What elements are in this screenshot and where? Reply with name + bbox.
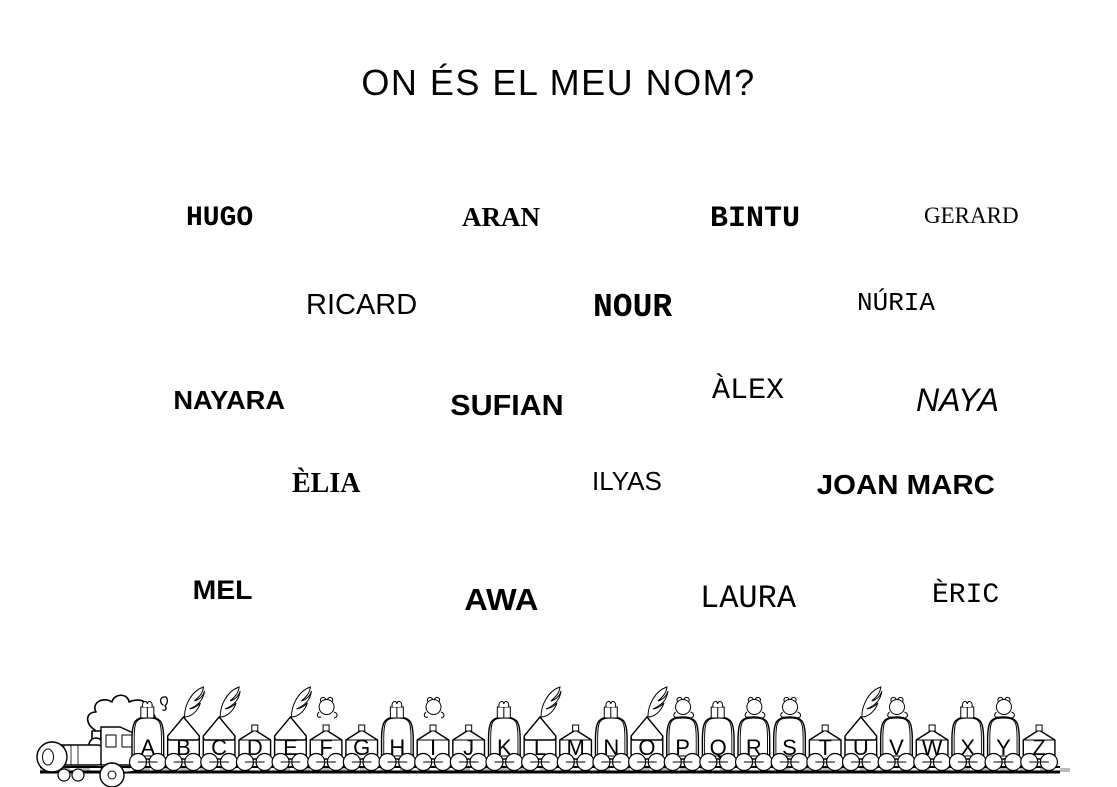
svg-text:I: I	[430, 735, 436, 760]
